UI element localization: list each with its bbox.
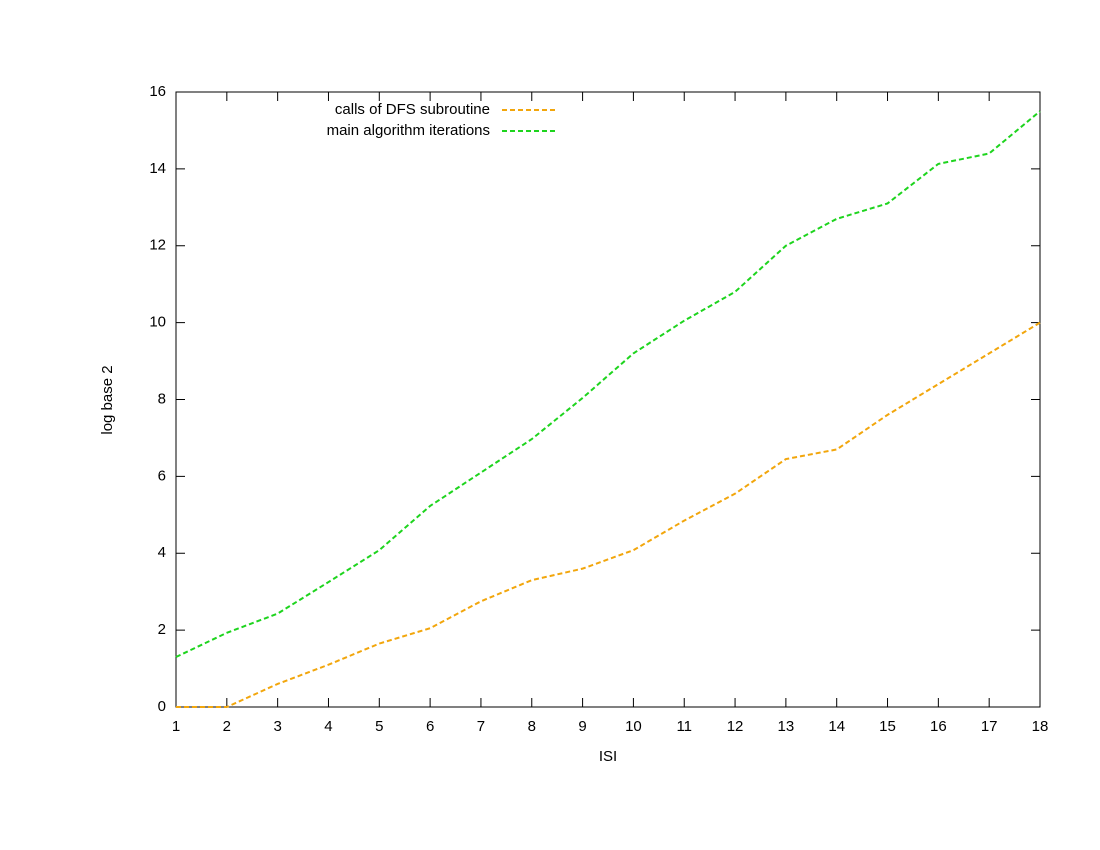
- y-tick-label: 16: [149, 83, 166, 100]
- x-tick-label: 13: [778, 718, 795, 735]
- x-tick-label: 2: [223, 718, 231, 735]
- x-tick-label: 8: [528, 718, 536, 735]
- y-tick-label: 12: [149, 237, 166, 254]
- y-tick-label: 14: [149, 160, 166, 177]
- x-tick-label: 15: [879, 718, 896, 735]
- legend-label: calls of DFS subroutine: [335, 101, 490, 118]
- x-tick-label: 1: [172, 718, 180, 735]
- data-line: [176, 321, 1041, 708]
- plot-frame: [175, 91, 1041, 708]
- y-tick-label: 6: [158, 467, 166, 484]
- y-tick-label: 4: [158, 544, 166, 561]
- x-tick-label: 7: [477, 718, 485, 735]
- x-tick-label: 10: [625, 718, 642, 735]
- x-tick-label: 9: [578, 718, 586, 735]
- y-tick-label: 10: [149, 314, 166, 331]
- x-tick-label: 4: [324, 718, 332, 735]
- x-tick-label: 6: [426, 718, 434, 735]
- y-tick-label: 8: [158, 390, 166, 407]
- x-tick-label: 17: [981, 718, 998, 735]
- x-tick-label: 14: [828, 718, 845, 735]
- legend-label: main algorithm iterations: [327, 122, 490, 139]
- x-tick-label: 5: [375, 718, 383, 735]
- x-tick-label: 12: [727, 718, 744, 735]
- y-tick-label: 0: [158, 698, 166, 715]
- x-tick-label: 16: [930, 718, 947, 735]
- y-tick-label: 2: [158, 621, 166, 638]
- x-tick-label: 18: [1032, 718, 1049, 735]
- x-tick-label: 3: [273, 718, 281, 735]
- x-tick-label: 11: [676, 718, 692, 735]
- x-axis-label: ISI: [599, 748, 617, 765]
- y-axis-label: log base 2: [99, 365, 116, 434]
- data-line: [175, 110, 1041, 658]
